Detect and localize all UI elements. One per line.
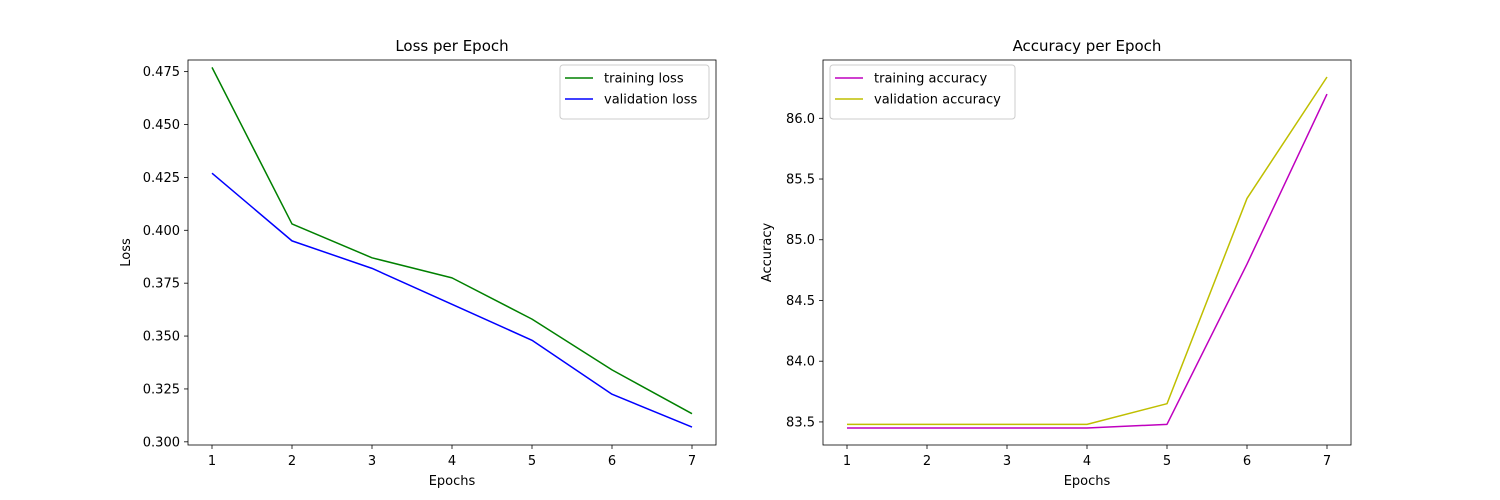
chart-panel-2: Accuracy per Epoch 1 2 3 4 5 6 7 83.5 84.0 84.5 85.… xyxy=(760,37,1352,489)
y-tick-label: 0.450 xyxy=(143,118,180,133)
legend-label: validation accuracy xyxy=(874,93,1001,108)
legend-label: validation loss xyxy=(604,93,697,108)
series-line-2 xyxy=(847,76,1328,426)
legend: training loss validation loss xyxy=(559,64,710,120)
x-tick-label: 4 xyxy=(1083,454,1091,469)
y-tick-label: 0.375 xyxy=(143,277,180,292)
y-tick-label: 86.0 xyxy=(786,112,815,127)
y-axis-label: Loss xyxy=(119,238,134,267)
y-tick-label: 85.5 xyxy=(786,173,815,188)
legend-label: training accuracy xyxy=(874,72,987,87)
plot-frame xyxy=(822,59,1352,446)
x-tick-label: 4 xyxy=(448,454,456,469)
chart-title: Accuracy per Epoch xyxy=(1013,37,1162,55)
series-line-2 xyxy=(211,172,693,428)
x-tick-label: 1 xyxy=(208,454,216,469)
y-tick-label: 0.425 xyxy=(143,171,180,186)
x-tick-label: 5 xyxy=(1163,454,1171,469)
x-tick-label: 3 xyxy=(368,454,376,469)
x-tick-label: 3 xyxy=(1003,454,1011,469)
legend-box xyxy=(829,64,1016,120)
legend: training accuracy validation accuracy xyxy=(829,64,1016,120)
y-tick-label: 0.325 xyxy=(143,382,180,397)
chart-panel-1: Loss per Epoch 1 2 3 4 5 6 7 0.300 0.325 0.350 0.37… xyxy=(119,37,717,489)
x-tick-label: 6 xyxy=(1243,454,1251,469)
x-axis-label: Epochs xyxy=(429,474,476,489)
y-tick-label: 84.5 xyxy=(786,294,815,309)
chart-title: Loss per Epoch xyxy=(395,37,508,55)
legend-label: training loss xyxy=(604,72,684,87)
legend-box xyxy=(559,64,710,120)
x-axis-label: Epochs xyxy=(1064,474,1111,489)
y-tick-label: 0.300 xyxy=(143,435,180,450)
y-tick-label: 84.0 xyxy=(786,355,815,370)
x-tick-label: 6 xyxy=(608,454,616,469)
series-line-1 xyxy=(211,67,693,415)
x-tick-label: 2 xyxy=(923,454,931,469)
x-tick-label: 2 xyxy=(288,454,296,469)
y-tick-label: 83.5 xyxy=(786,415,815,430)
y-tick-label: 0.475 xyxy=(143,65,180,80)
y-tick-label: 0.350 xyxy=(143,330,180,345)
x-tick-label: 5 xyxy=(528,454,536,469)
x-tick-label: 1 xyxy=(843,454,851,469)
plot-frame xyxy=(187,59,717,446)
y-tick-label: 0.400 xyxy=(143,224,180,239)
y-axis-label: Accuracy xyxy=(760,223,775,283)
x-tick-label: 7 xyxy=(688,454,696,469)
x-tick-label: 7 xyxy=(1323,454,1331,469)
y-tick-label: 85.0 xyxy=(786,233,815,248)
series-line-1 xyxy=(847,93,1328,429)
